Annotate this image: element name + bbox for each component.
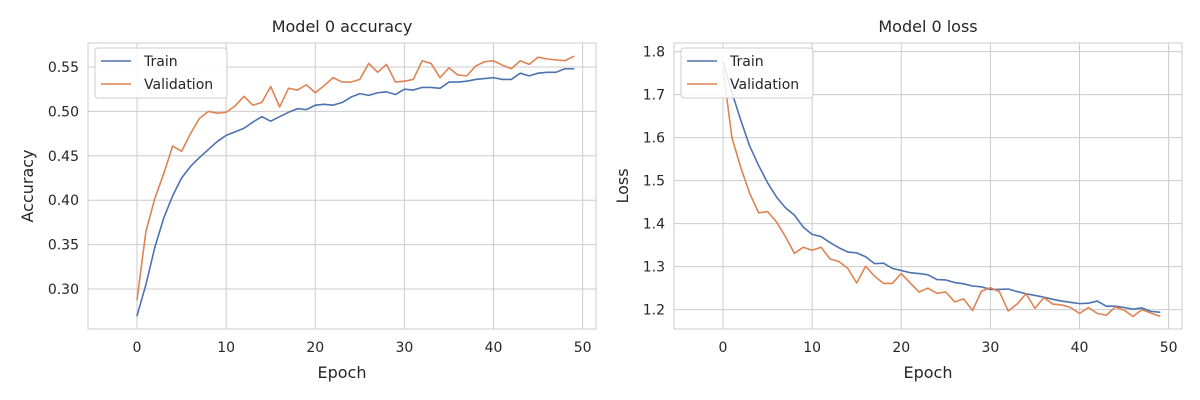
accuracy-y-tick-label: 0.35 xyxy=(48,238,79,254)
accuracy-chart-title: Model 0 accuracy xyxy=(272,17,413,36)
accuracy-x-axis-label: Epoch xyxy=(318,363,367,382)
accuracy-y-tick-label: 0.30 xyxy=(48,282,79,298)
loss-x-tick-label: 50 xyxy=(1160,340,1178,356)
loss-x-tick-label: 30 xyxy=(981,340,999,356)
accuracy-y-tick-label: 0.55 xyxy=(48,60,79,76)
loss-chart-title: Model 0 loss xyxy=(878,17,977,36)
loss-x-tick-label: 10 xyxy=(803,340,821,356)
loss-x-tick-label: 40 xyxy=(1071,340,1089,356)
loss-legend-validation-label: Validation xyxy=(730,77,799,93)
loss-x-ticks: 0 10 20 30 40 50 xyxy=(719,340,1178,356)
loss-validation-line xyxy=(722,68,1161,318)
accuracy-y-tick-label: 0.50 xyxy=(48,104,79,120)
accuracy-x-ticks: 0 10 20 30 40 50 xyxy=(133,340,592,356)
loss-y-tick-label: 1.7 xyxy=(643,88,665,104)
loss-train-line xyxy=(722,61,1161,314)
loss-y-tick-label: 1.8 xyxy=(643,45,665,61)
loss-legend-train-label: Train xyxy=(729,54,764,70)
accuracy-x-tick-label: 10 xyxy=(217,340,235,356)
loss-y-tick-label: 1.6 xyxy=(643,131,665,147)
accuracy-plot: 0 10 20 30 40 50 0.30 0.35 0.40 0.45 0.50 0.55 Mod… xyxy=(18,17,597,382)
accuracy-x-tick-label: 40 xyxy=(485,340,503,356)
accuracy-validation-line xyxy=(136,55,575,301)
accuracy-legend-train-label: Train xyxy=(143,54,178,70)
accuracy-y-tick-label: 0.45 xyxy=(48,149,79,165)
loss-y-tick-label: 1.2 xyxy=(643,303,665,319)
loss-x-tick-label: 20 xyxy=(892,340,910,356)
accuracy-x-tick-label: 20 xyxy=(306,340,324,356)
loss-plot: 0 10 20 30 40 50 1.2 1.3 1.4 1.5 1.6 1.7 1.8 Model … xyxy=(613,17,1183,382)
accuracy-legend-validation-label: Validation xyxy=(144,77,213,93)
loss-x-axis-label: Epoch xyxy=(904,363,953,382)
loss-legend: Train Validation xyxy=(680,47,814,99)
loss-y-ticks: 1.2 1.3 1.4 1.5 1.6 1.7 1.8 xyxy=(643,45,665,319)
loss-y-tick-label: 1.4 xyxy=(643,217,665,233)
loss-y-tick-label: 1.5 xyxy=(643,174,665,190)
loss-y-axis-label: Loss xyxy=(613,168,632,203)
accuracy-x-tick-label: 30 xyxy=(395,340,413,356)
accuracy-train-line xyxy=(136,67,575,317)
accuracy-y-tick-label: 0.40 xyxy=(48,193,79,209)
loss-y-tick-label: 1.3 xyxy=(643,260,665,276)
accuracy-x-tick-label: 50 xyxy=(574,340,592,356)
accuracy-y-ticks: 0.30 0.35 0.40 0.45 0.50 0.55 xyxy=(48,60,79,298)
accuracy-x-tick-label: 0 xyxy=(133,340,142,356)
accuracy-series-lines xyxy=(136,55,575,317)
loss-x-tick-label: 0 xyxy=(719,340,728,356)
accuracy-legend: Train Validation xyxy=(94,47,228,99)
loss-series-lines xyxy=(722,61,1161,318)
accuracy-y-axis-label: Accuracy xyxy=(18,149,37,222)
